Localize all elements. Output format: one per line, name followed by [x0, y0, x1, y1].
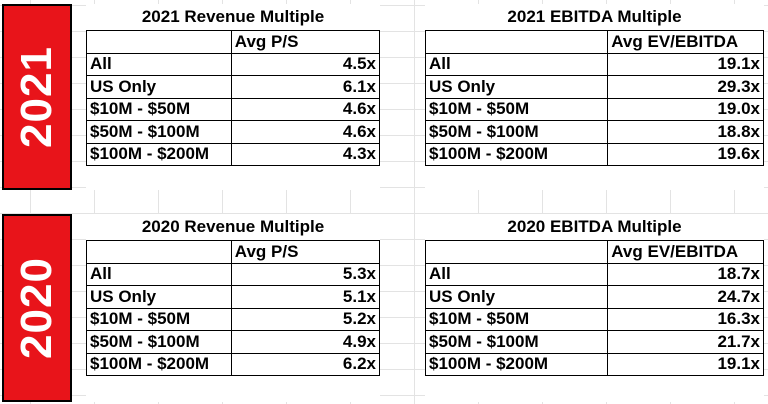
table-row: $100M - $200M 6.2x — [86, 352, 381, 376]
table-row: All 5.3x — [86, 262, 381, 286]
header-row: Avg EV/EBITDA — [424, 240, 764, 264]
row-label: US Only — [86, 75, 232, 99]
data-table: Avg P/S All 4.5x US Only 6.1x $10M - $50M 4… — [86, 30, 381, 166]
table-title: 2020 Revenue Multiple — [141, 217, 325, 236]
row-label: All — [424, 262, 609, 286]
table-row: US Only 6.1x — [86, 75, 381, 99]
table-title: 2020 EBITDA Multiple — [507, 217, 682, 236]
table-row: US Only 5.1x — [86, 285, 381, 309]
row-label: All — [86, 52, 232, 76]
table-row: $100M - $200M 19.6x — [424, 142, 764, 166]
table-row: $10M - $50M 4.6x — [86, 97, 381, 121]
row-value: 4.6x — [230, 120, 381, 144]
row-label: US Only — [86, 285, 232, 309]
row-value: 4.6x — [230, 97, 381, 121]
row-label: $10M - $50M — [86, 97, 232, 121]
column-header: Avg EV/EBITDA — [607, 30, 764, 54]
row-label: $50M - $100M — [424, 120, 609, 144]
table-row: All 19.1x — [424, 52, 764, 76]
row-value: 29.3x — [607, 75, 764, 99]
header-blank-cell — [86, 240, 232, 264]
row-label: $10M - $50M — [424, 97, 609, 121]
row-value: 4.5x — [230, 52, 381, 76]
column-header: Avg P/S — [230, 240, 381, 264]
table-row: All 18.7x — [424, 262, 764, 286]
table-row: US Only 29.3x — [424, 75, 764, 99]
table-row: $10M - $50M 5.2x — [86, 307, 381, 331]
row-label: $100M - $200M — [86, 352, 232, 376]
row-value: 19.6x — [607, 142, 764, 166]
row-label: $100M - $200M — [424, 142, 609, 166]
data-table: Avg EV/EBITDA All 18.7x US Only 24.7x $10M… — [424, 240, 764, 376]
row-label: $10M - $50M — [424, 307, 609, 331]
row-label: $50M - $100M — [424, 330, 609, 354]
row-value: 21.7x — [607, 330, 764, 354]
header-row: Avg P/S — [86, 240, 381, 264]
row-value: 18.8x — [607, 120, 764, 144]
table-row: US Only 24.7x — [424, 285, 764, 309]
table-row: $100M - $200M 19.1x — [424, 352, 764, 376]
row-value: 6.2x — [230, 352, 381, 376]
row-value: 4.9x — [230, 330, 381, 354]
row-value: 6.1x — [230, 75, 381, 99]
row-value: 5.3x — [230, 262, 381, 286]
revenue-multiple-table-2020: 2020 Revenue Multiple Avg P/S All 5.3x US… — [86, 214, 381, 402]
year-text: 2020 — [12, 257, 61, 359]
row-label: $100M - $200M — [424, 352, 609, 376]
row-value: 24.7x — [607, 285, 764, 309]
row-label: $50M - $100M — [86, 330, 232, 354]
table-row: $50M - $100M 21.7x — [424, 330, 764, 354]
year-label-2020: 2020 — [2, 214, 72, 402]
row-label: $100M - $200M — [86, 142, 232, 166]
header-row: Avg P/S — [86, 30, 381, 54]
row-label: $50M - $100M — [86, 120, 232, 144]
row-label: All — [424, 52, 609, 76]
ebitda-multiple-table-2021: 2021 EBITDA Multiple Avg EV/EBITDA All 19… — [424, 4, 764, 190]
year-label-2021: 2021 — [2, 4, 72, 190]
header-row: Avg EV/EBITDA — [424, 30, 764, 54]
year-text: 2021 — [12, 46, 61, 148]
row-value: 5.1x — [230, 285, 381, 309]
row-value: 18.7x — [607, 262, 764, 286]
table-row: $100M - $200M 4.3x — [86, 142, 381, 166]
table-row: $50M - $100M 4.6x — [86, 120, 381, 144]
table-title: 2021 Revenue Multiple — [141, 7, 325, 26]
header-blank-cell — [424, 240, 609, 264]
row-label: US Only — [424, 285, 609, 309]
table-row: $50M - $100M 18.8x — [424, 120, 764, 144]
row-value: 19.1x — [607, 52, 764, 76]
row-label: All — [86, 262, 232, 286]
header-blank-cell — [86, 30, 232, 54]
table-row: $10M - $50M 19.0x — [424, 97, 764, 121]
table-row: $50M - $100M 4.9x — [86, 330, 381, 354]
row-label: $10M - $50M — [86, 307, 232, 331]
revenue-multiple-table-2021: 2021 Revenue Multiple Avg P/S All 4.5x US… — [86, 4, 381, 190]
row-value: 19.0x — [607, 97, 764, 121]
row-value: 5.2x — [230, 307, 381, 331]
column-header: Avg P/S — [230, 30, 381, 54]
row-label: US Only — [424, 75, 609, 99]
table-row: $10M - $50M 16.3x — [424, 307, 764, 331]
row-value: 16.3x — [607, 307, 764, 331]
data-table: Avg EV/EBITDA All 19.1x US Only 29.3x $10M… — [424, 30, 764, 166]
row-value: 4.3x — [230, 142, 381, 166]
column-header: Avg EV/EBITDA — [607, 240, 764, 264]
header-blank-cell — [424, 30, 609, 54]
table-title: 2021 EBITDA Multiple — [507, 7, 682, 26]
data-table: Avg P/S All 5.3x US Only 5.1x $10M - $50M 5… — [86, 240, 381, 376]
row-value: 19.1x — [607, 352, 764, 376]
table-row: All 4.5x — [86, 52, 381, 76]
ebitda-multiple-table-2020: 2020 EBITDA Multiple Avg EV/EBITDA All 18… — [424, 214, 764, 402]
